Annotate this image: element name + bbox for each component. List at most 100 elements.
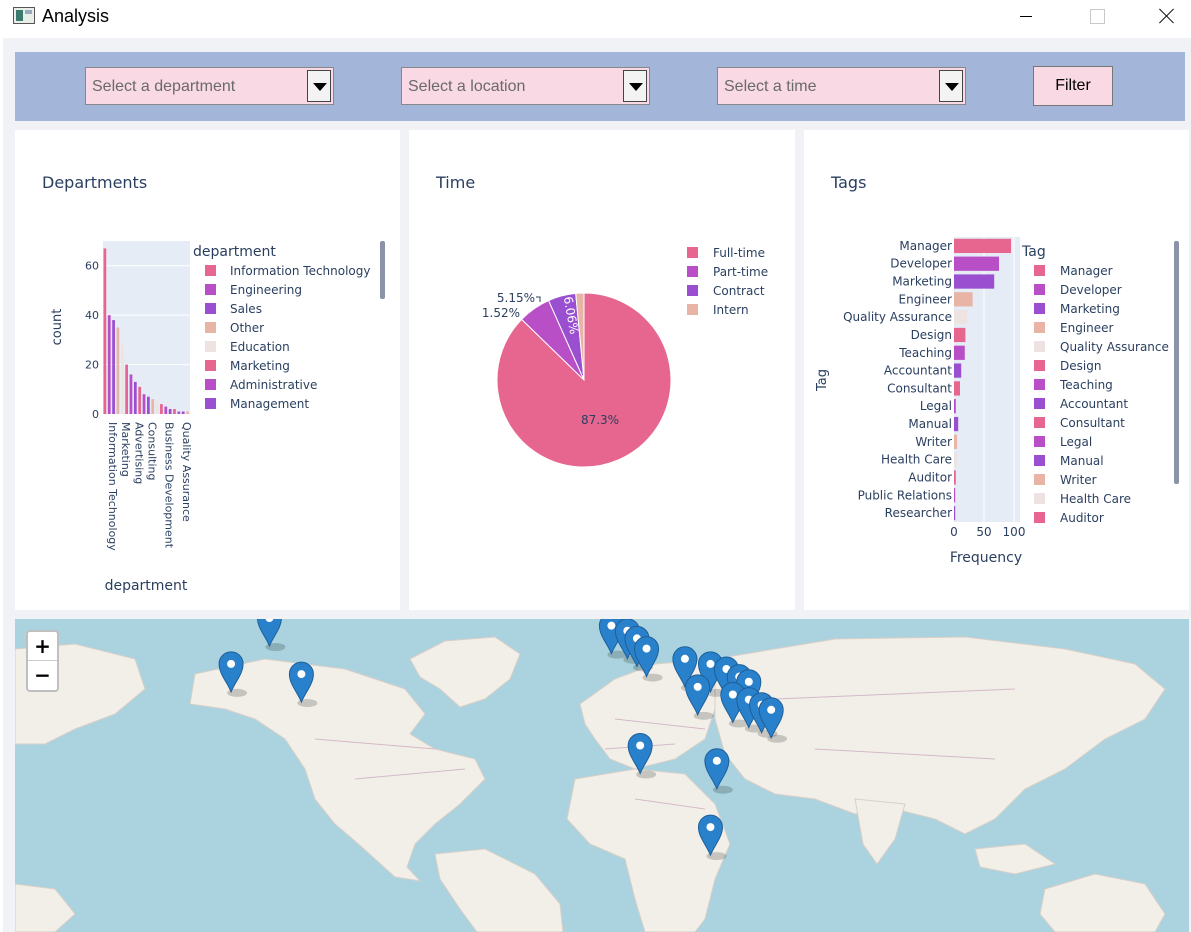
dept-bar[interactable] — [116, 327, 120, 415]
map-pin-icon[interactable] — [218, 651, 244, 694]
tag-bar[interactable] — [954, 363, 962, 378]
tag-bar[interactable] — [954, 488, 956, 503]
map-pin-icon[interactable] — [288, 661, 314, 704]
legend-swatch[interactable] — [205, 379, 216, 390]
tag-bar[interactable] — [954, 381, 960, 396]
legend-swatch[interactable] — [1034, 455, 1045, 466]
map-marker[interactable] — [685, 674, 714, 720]
dept-bar[interactable] — [142, 394, 146, 414]
tag-bar[interactable] — [954, 292, 973, 307]
dept-bar[interactable] — [186, 411, 189, 414]
dept-bar[interactable] — [160, 404, 163, 414]
legend-swatch[interactable] — [1034, 265, 1045, 276]
legend-scrollbar[interactable] — [380, 241, 385, 299]
dept-bar[interactable] — [125, 364, 128, 414]
dept-bar[interactable] — [138, 386, 142, 414]
map-marker[interactable] — [218, 651, 248, 697]
location-select[interactable]: Select a location — [401, 67, 650, 105]
legend-item[interactable]: Marketing — [1060, 302, 1120, 316]
map[interactable]: + − — [15, 619, 1189, 932]
legend-item[interactable]: Quality Assurance — [1060, 340, 1169, 354]
map-marker[interactable] — [634, 636, 663, 682]
map-pin-icon[interactable] — [704, 748, 730, 791]
dept-bar[interactable] — [151, 399, 155, 414]
tag-bar[interactable] — [954, 327, 966, 343]
legend-scrollbar[interactable] — [1174, 241, 1179, 484]
tag-bar[interactable] — [954, 256, 999, 271]
legend-item[interactable]: Accountant — [1060, 397, 1128, 411]
legend-swatch[interactable] — [1034, 303, 1045, 314]
legend-item[interactable]: Part-time — [713, 265, 768, 279]
tag-bar[interactable] — [954, 399, 956, 414]
map-pin-icon[interactable] — [685, 674, 711, 717]
department-select[interactable]: Select a department — [85, 67, 334, 105]
legend-item[interactable]: Sales — [230, 302, 262, 316]
legend-item[interactable]: Education — [230, 340, 290, 354]
tag-bar[interactable] — [954, 416, 959, 432]
legend-item[interactable]: Marketing — [230, 359, 290, 373]
legend-swatch[interactable] — [1034, 360, 1045, 371]
legend-swatch[interactable] — [687, 304, 698, 315]
legend-swatch[interactable] — [1034, 398, 1045, 409]
legend-swatch[interactable] — [1034, 417, 1045, 428]
legend-swatch[interactable] — [205, 284, 216, 295]
map-pin-icon[interactable] — [697, 814, 723, 857]
dept-bar[interactable] — [181, 411, 185, 414]
dept-bar[interactable] — [112, 320, 115, 414]
tag-bar[interactable] — [954, 505, 956, 521]
dept-bar[interactable] — [168, 409, 172, 414]
legend-swatch[interactable] — [687, 247, 698, 258]
legend-item[interactable]: Developer — [1060, 283, 1122, 297]
legend-item[interactable]: Manager — [1060, 264, 1113, 278]
close-button[interactable] — [1143, 0, 1189, 32]
map-marker[interactable] — [288, 661, 318, 708]
legend-item[interactable]: Information Technology — [230, 264, 371, 278]
legend-item[interactable]: Teaching — [1059, 378, 1113, 392]
legend-item[interactable]: Administrative — [230, 378, 317, 392]
filter-button[interactable]: Filter — [1033, 66, 1113, 106]
tag-bar[interactable] — [954, 345, 965, 360]
legend-item[interactable]: Legal — [1060, 435, 1092, 449]
map-marker[interactable] — [758, 697, 788, 743]
zoom-in-button[interactable]: + — [28, 632, 57, 661]
dept-bar[interactable] — [147, 396, 150, 414]
legend-swatch[interactable] — [205, 303, 216, 314]
dept-bar[interactable] — [164, 406, 168, 414]
legend-swatch[interactable] — [1034, 379, 1045, 390]
dept-bar[interactable] — [107, 315, 111, 414]
legend-swatch[interactable] — [687, 266, 698, 277]
tag-bar[interactable] — [954, 452, 957, 467]
dept-bar[interactable] — [103, 248, 107, 414]
maximize-button[interactable] — [1073, 0, 1119, 32]
tag-bar[interactable] — [954, 274, 995, 289]
legend-swatch[interactable] — [1034, 474, 1045, 485]
legend-swatch[interactable] — [687, 285, 698, 296]
legend-swatch[interactable] — [1034, 341, 1045, 352]
dept-bar[interactable] — [133, 381, 137, 414]
tag-bar[interactable] — [954, 238, 1011, 254]
dept-bar[interactable] — [120, 344, 124, 414]
tag-bar[interactable] — [954, 310, 968, 325]
map-pin-icon[interactable] — [627, 733, 653, 775]
legend-item[interactable]: Design — [1060, 359, 1101, 373]
map-pin-icon[interactable] — [672, 646, 698, 689]
map-marker[interactable] — [627, 733, 657, 779]
legend-item[interactable]: Health Care — [1060, 492, 1131, 506]
legend-item[interactable]: Management — [230, 397, 309, 411]
legend-item[interactable]: Contract — [713, 284, 765, 298]
legend-item[interactable]: Consultant — [1060, 416, 1125, 430]
legend-swatch[interactable] — [1034, 512, 1045, 523]
map-pin-icon[interactable] — [257, 619, 282, 648]
legend-swatch[interactable] — [205, 398, 216, 409]
legend-swatch[interactable] — [205, 265, 216, 276]
world-map[interactable] — [15, 619, 1189, 932]
legend-swatch[interactable] — [205, 322, 216, 333]
tag-bar[interactable] — [954, 434, 957, 449]
legend-item[interactable]: Auditor — [1060, 511, 1104, 525]
zoom-out-button[interactable]: − — [34, 663, 51, 687]
map-pin-icon[interactable] — [758, 697, 784, 740]
map-marker[interactable] — [704, 748, 733, 794]
dropdown-arrow-icon[interactable] — [623, 70, 647, 102]
tag-bar[interactable] — [954, 470, 956, 485]
dept-bar[interactable] — [129, 374, 133, 414]
